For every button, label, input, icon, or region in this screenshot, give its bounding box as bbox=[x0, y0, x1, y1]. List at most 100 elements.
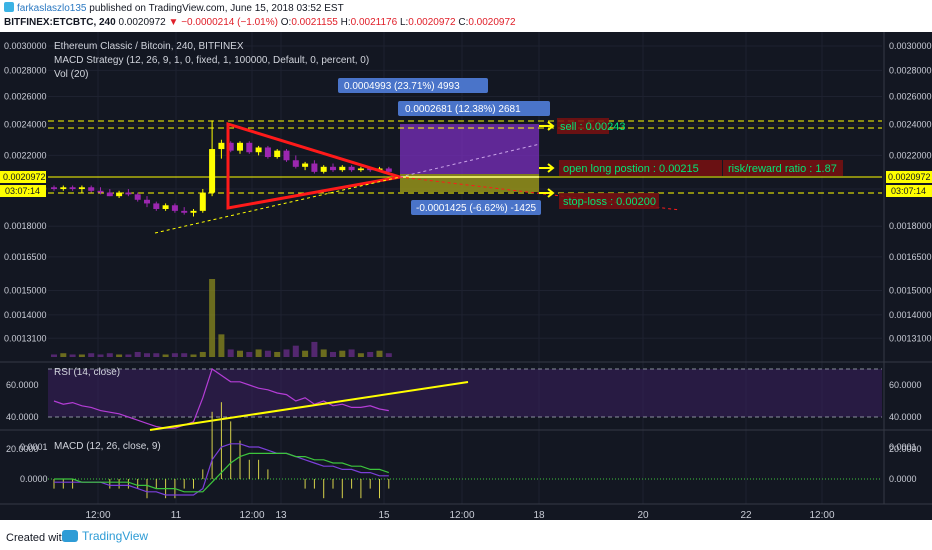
candle[interactable] bbox=[237, 142, 243, 151]
sell-note-bg[interactable] bbox=[557, 118, 609, 134]
stop-note-bg[interactable] bbox=[559, 193, 659, 209]
measure-target-box[interactable] bbox=[398, 101, 550, 116]
candle[interactable] bbox=[106, 192, 113, 197]
volume-bar bbox=[255, 349, 262, 357]
volume-bar bbox=[237, 350, 243, 357]
volume-bar bbox=[385, 353, 392, 357]
candle[interactable] bbox=[302, 163, 309, 167]
triangle-pattern[interactable] bbox=[226, 121, 401, 210]
price-tick-left: 0.0015000 bbox=[4, 286, 47, 296]
rsi-tick-left: 40.0000 bbox=[6, 412, 39, 422]
candle[interactable] bbox=[357, 168, 364, 171]
candle[interactable] bbox=[255, 147, 262, 153]
chart-area[interactable]: sell : 0.00243 open long postion : 0.002… bbox=[0, 32, 932, 520]
chart-svg[interactable]: sell : 0.00243 open long postion : 0.002… bbox=[0, 32, 932, 520]
author-link[interactable]: farkaslaszlo135 bbox=[17, 3, 87, 14]
candle[interactable] bbox=[125, 192, 132, 195]
legend-strategy: MACD Strategy (12, 26, 9, 1, 0, fixed, 1… bbox=[54, 55, 369, 66]
volume-bar bbox=[227, 349, 234, 357]
legend-macd: MACD (12, 26, close, 9) bbox=[54, 441, 161, 452]
volume-bar bbox=[209, 279, 216, 357]
price-tick-left: 0.0016500 bbox=[4, 252, 47, 262]
price-tick-right: 0.0016500 bbox=[889, 252, 932, 262]
measure-total-box[interactable] bbox=[338, 78, 488, 93]
candle[interactable] bbox=[144, 199, 150, 204]
candle[interactable] bbox=[69, 187, 76, 190]
volume-bar bbox=[348, 349, 355, 357]
candle[interactable] bbox=[51, 187, 57, 190]
candle[interactable] bbox=[181, 210, 188, 213]
candle[interactable] bbox=[264, 147, 271, 158]
tradingview-brand[interactable]: TradingView bbox=[62, 529, 148, 543]
candle[interactable] bbox=[190, 210, 197, 213]
measure-stop-box[interactable] bbox=[411, 200, 541, 215]
price-tick-left: 0.0014000 bbox=[4, 310, 47, 320]
rsi-tick-left: 60.0000 bbox=[6, 380, 39, 390]
measure-target: 0.0002681 (12.38%) 2681 bbox=[405, 104, 521, 115]
candle[interactable] bbox=[116, 192, 123, 197]
candles[interactable] bbox=[51, 120, 392, 217]
candle[interactable] bbox=[209, 149, 216, 193]
candle[interactable] bbox=[348, 166, 355, 171]
candle[interactable] bbox=[339, 166, 346, 171]
price-tick-right: 0.0015000 bbox=[889, 286, 932, 296]
left-price-tag-bg bbox=[0, 171, 46, 183]
candle[interactable] bbox=[171, 205, 178, 211]
entry-note-bg[interactable] bbox=[559, 160, 722, 176]
candle[interactable] bbox=[134, 194, 141, 200]
published-text: published on TradingView.com, June 15, 2… bbox=[89, 3, 344, 14]
candle[interactable] bbox=[330, 166, 336, 171]
measure-total: 0.0004993 (23.71%) 4993 bbox=[344, 81, 460, 92]
candle[interactable] bbox=[311, 163, 318, 172]
candle[interactable] bbox=[78, 187, 85, 190]
high-value: 0.0021176 bbox=[350, 17, 398, 28]
candle[interactable] bbox=[153, 203, 160, 209]
volume-bar bbox=[274, 351, 281, 357]
volume-bar bbox=[292, 345, 299, 357]
time-axis[interactable]: 12:00 11 12:00 13 15 12:00 18 20 22 12:00 bbox=[85, 510, 834, 520]
volume-bar bbox=[199, 351, 206, 357]
time-tick: 12:00 bbox=[239, 510, 264, 520]
candle[interactable] bbox=[162, 205, 169, 209]
sell-note[interactable]: sell : 0.00243 bbox=[560, 121, 625, 133]
volume-bar bbox=[116, 354, 123, 357]
rr-note[interactable]: risk/reward ratio : 1.87 bbox=[728, 163, 837, 175]
price-tick-right: 0.0013100 bbox=[889, 333, 932, 343]
candle[interactable] bbox=[199, 192, 206, 211]
time-tick: 18 bbox=[533, 510, 545, 520]
candle[interactable] bbox=[274, 150, 281, 158]
candle[interactable] bbox=[246, 142, 253, 153]
price-tick-left: 0.0026000 bbox=[4, 91, 47, 101]
volume-bar bbox=[246, 351, 253, 357]
time-tick: 12:00 bbox=[85, 510, 110, 520]
candle[interactable] bbox=[320, 166, 327, 172]
legend-vol: Vol (20) bbox=[54, 69, 88, 80]
down-arrow-icon: ▼ bbox=[168, 17, 179, 28]
candle[interactable] bbox=[227, 142, 234, 151]
price-tick-left: 0.0018000 bbox=[4, 221, 47, 231]
candle[interactable] bbox=[283, 150, 290, 161]
candle[interactable] bbox=[60, 187, 67, 190]
symbol-bar: BITFINEX:ETCBTC, 240 0.0020972 ▼ −0.0000… bbox=[4, 17, 516, 28]
candle[interactable] bbox=[97, 190, 104, 193]
macd-tick-left: 0.0000 bbox=[20, 474, 48, 484]
measure-stop: -0.0001425 (-6.62%) -1425 bbox=[416, 203, 537, 214]
stop-note[interactable]: stop-loss : 0.00200 bbox=[563, 196, 656, 208]
time-tick: 22 bbox=[740, 510, 752, 520]
rsi-tick-right: 60.0000 bbox=[889, 380, 922, 390]
stop-zone[interactable] bbox=[400, 174, 539, 192]
rsi-trendline[interactable] bbox=[149, 381, 469, 431]
target-zone[interactable] bbox=[400, 124, 539, 174]
candle[interactable] bbox=[88, 187, 95, 191]
candle[interactable] bbox=[385, 168, 392, 172]
rr-note-bg[interactable] bbox=[723, 160, 843, 176]
time-tick: 12:00 bbox=[449, 510, 474, 520]
entry-note[interactable]: open long postion : 0.00215 bbox=[563, 163, 699, 175]
candle[interactable] bbox=[218, 142, 225, 150]
candle[interactable] bbox=[292, 160, 299, 167]
volume-bar bbox=[339, 350, 346, 357]
price-tick-right: 0.0026000 bbox=[889, 91, 932, 101]
left-time-tag: 03:07:14 bbox=[5, 186, 40, 196]
right-price-axis[interactable]: 0.0030000 0.0028000 0.0026000 0.0024000 0.00… bbox=[889, 41, 932, 484]
volume-bar bbox=[69, 354, 76, 357]
